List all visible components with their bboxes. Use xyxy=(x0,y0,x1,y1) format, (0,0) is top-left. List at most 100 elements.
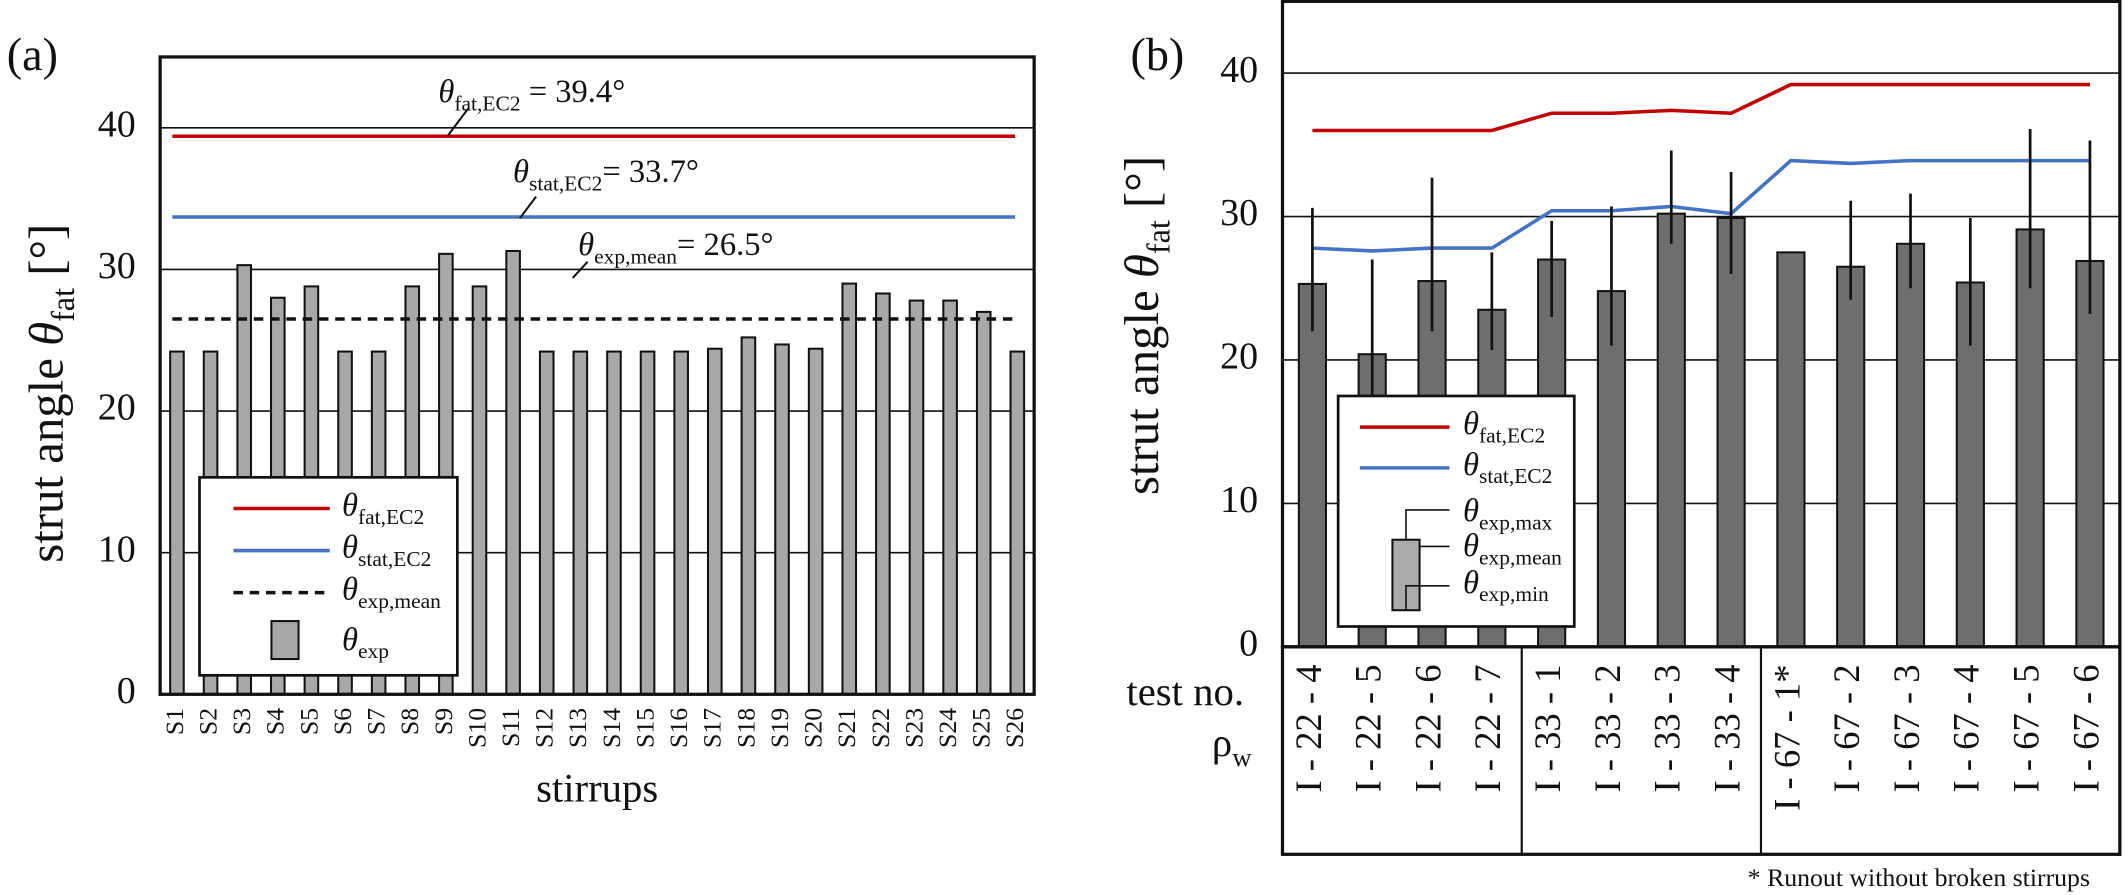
leader-line xyxy=(518,196,537,219)
legend-swatch xyxy=(270,620,300,661)
legend-label: θexp,mean xyxy=(342,572,441,613)
x-tick-label: S16 xyxy=(664,708,693,748)
text-part: θ xyxy=(513,154,529,190)
text-part: θ xyxy=(578,228,594,264)
bar xyxy=(942,299,958,696)
y-tick-label: 40 xyxy=(1220,49,1258,91)
y-tick-label: 20 xyxy=(1220,336,1258,378)
x-tick-label: S23 xyxy=(899,708,928,748)
x-tick-label: S17 xyxy=(698,708,727,748)
text-part: θ xyxy=(1114,254,1169,278)
x-tick-label: S7 xyxy=(362,708,391,735)
x-tick-label: S26 xyxy=(1000,708,1029,748)
bar xyxy=(706,347,723,696)
x-tick-label: S14 xyxy=(597,708,626,748)
bar xyxy=(1836,265,1866,648)
x-tick-label: S3 xyxy=(227,708,256,735)
text-part: θ xyxy=(1463,529,1479,565)
x-tick-label: S6 xyxy=(328,708,357,735)
x-tick-label: S9 xyxy=(429,708,458,735)
x-tick-label: S21 xyxy=(832,708,861,748)
panel-label: (a) xyxy=(7,29,58,80)
x-tick-label: I - 33 - 2 xyxy=(1587,664,1628,792)
y-axis-label: strut angle θfat [°] xyxy=(1114,156,1177,495)
legend-box xyxy=(1336,394,1576,628)
footnote: * Runout without broken stirrups xyxy=(1748,863,2090,892)
text-part: strut angle xyxy=(1114,278,1169,495)
plot-frame xyxy=(158,55,1036,696)
legend-label: θfat,EC2 xyxy=(342,488,424,529)
bar xyxy=(606,350,622,696)
text-part: stat,EC2 xyxy=(1479,464,1552,488)
leader-line xyxy=(571,261,589,279)
table-frame xyxy=(1280,645,2122,856)
bar xyxy=(639,350,656,696)
bar xyxy=(875,292,891,696)
y-tick-label: 30 xyxy=(1220,192,1258,234)
annotation: θexp,mean= 26.5° xyxy=(578,228,773,269)
annotation: θfat,EC2 = 39.4° xyxy=(438,74,625,115)
panel-label: (b) xyxy=(1130,29,1184,80)
x-tick-label: S19 xyxy=(765,708,794,748)
bar xyxy=(740,336,757,696)
text-part: exp xyxy=(358,639,389,663)
bar xyxy=(1895,242,1926,648)
legend-label: θstat,EC2 xyxy=(1463,447,1552,488)
x-tick-label: I - 67 - 5 xyxy=(2006,664,2047,792)
x-tick-label: I - 33 - 3 xyxy=(1647,664,1688,792)
y-tick-label: 0 xyxy=(1239,623,1258,665)
text-part: = 26.5° xyxy=(677,228,774,264)
x-tick-label: I - 67 - 2 xyxy=(1826,664,1867,792)
x-tick-label: S11 xyxy=(496,708,525,747)
x-tick-label: S24 xyxy=(933,708,962,748)
text-part: [°] xyxy=(19,224,74,288)
x-tick-label: S20 xyxy=(799,708,828,748)
text-part: w xyxy=(1232,742,1252,772)
row-label: test no. xyxy=(1126,669,1244,714)
bar xyxy=(673,350,689,696)
legend-label: θexp,min xyxy=(1463,565,1549,606)
x-tick-label: I - 22 - 4 xyxy=(1288,664,1329,792)
bar xyxy=(572,350,589,696)
text-part: stat,EC2 xyxy=(529,171,602,195)
x-tick-label: S22 xyxy=(866,708,895,748)
text-part: θ xyxy=(1463,493,1479,529)
x-tick-label: I - 22 - 5 xyxy=(1348,664,1389,792)
text-part: θ xyxy=(1463,565,1479,601)
text-part: fat xyxy=(46,288,82,322)
text-part: stat,EC2 xyxy=(358,547,431,571)
bar xyxy=(2015,228,2045,648)
x-tick-label: S1 xyxy=(160,708,189,735)
x-tick-label: S15 xyxy=(630,708,659,748)
legend-label: θfat,EC2 xyxy=(1463,407,1545,448)
x-tick-label: I - 67 - 3 xyxy=(1886,664,1927,792)
text-part: exp,max xyxy=(1479,510,1553,534)
bar xyxy=(538,350,555,696)
text-part: ρ xyxy=(1212,721,1232,766)
x-tick-label: S13 xyxy=(563,708,592,748)
bar xyxy=(1776,251,1806,648)
row-label: ρw xyxy=(1212,721,1252,773)
x-tick-label: S18 xyxy=(731,708,760,748)
x-tick-label: I - 22 - 6 xyxy=(1407,664,1448,792)
line xyxy=(1312,158,2090,253)
x-tick-label: I - 33 - 4 xyxy=(1706,664,1747,792)
y-axis-label: strut angle θfat [°] xyxy=(19,224,82,563)
text-part: exp,mean xyxy=(594,245,677,269)
text-part: fat,EC2 xyxy=(454,91,520,115)
text-part: θ xyxy=(1463,447,1479,483)
text-part: θ xyxy=(342,488,358,524)
text-part: θ xyxy=(342,572,358,608)
bar xyxy=(807,347,824,696)
x-tick-label: S5 xyxy=(294,708,323,735)
text-part: = 39.4° xyxy=(521,74,626,110)
legend-connector xyxy=(1405,509,1450,611)
text-part: fat,EC2 xyxy=(1479,424,1545,448)
x-tick-label: S10 xyxy=(462,708,491,748)
bar xyxy=(169,350,185,696)
text-part: strut angle xyxy=(19,346,74,563)
text-part: θ xyxy=(342,530,358,566)
